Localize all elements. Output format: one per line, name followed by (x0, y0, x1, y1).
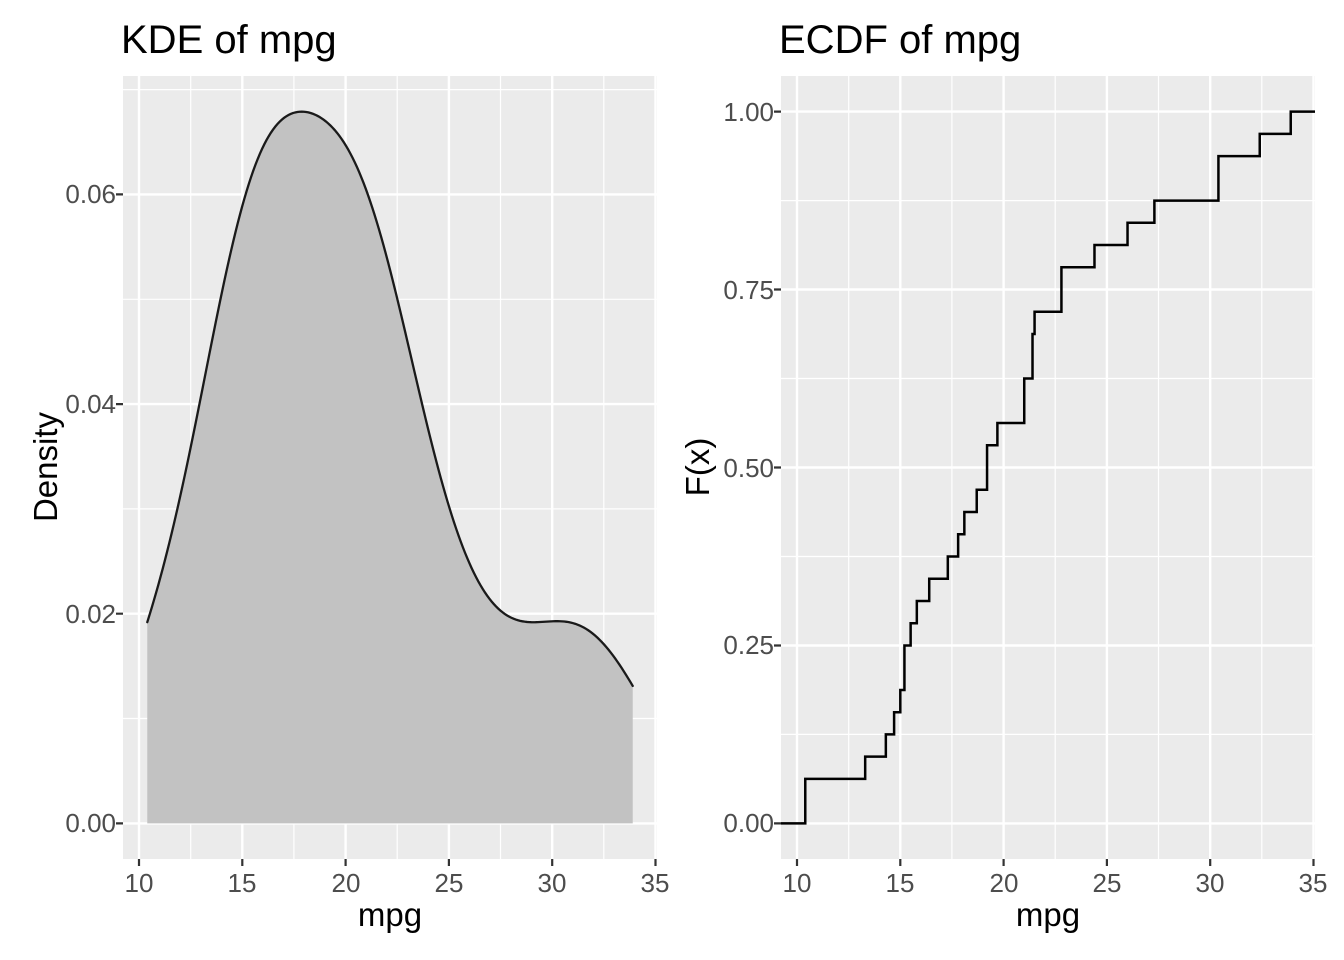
kde-y-tick-label: 0.04 (65, 389, 116, 419)
kde-axis-ticks (116, 193, 657, 866)
kde-y-tick-label: 0.02 (65, 599, 116, 629)
ecdf-x-tick-label: 25 (1092, 868, 1122, 898)
ecdf-y-tick-label: 0.00 (723, 808, 774, 838)
kde-x-tick-label: 35 (640, 868, 670, 898)
ecdf-axis-ticks (774, 110, 1315, 866)
ecdf-y-tick-label: 0.25 (723, 630, 774, 660)
kde-x-tick-label: 25 (434, 868, 464, 898)
ecdf-y-tick-label: 0.50 (723, 453, 774, 483)
ecdf-x-tick-label: 30 (1195, 868, 1225, 898)
ecdf-x-tick-label: 35 (1298, 868, 1328, 898)
kde-x-tick-label: 20 (331, 868, 361, 898)
ecdf-y-tick-label: 0.75 (723, 275, 774, 305)
ecdf-grid-major (781, 76, 1315, 859)
kde-xaxis-title: mpg (357, 896, 423, 933)
kde-area-fill (147, 111, 633, 824)
ecdf-step-line (781, 110, 1315, 825)
ecdf-plot-title: ECDF of mpg (779, 18, 1022, 62)
kde-panel (116, 76, 657, 866)
kde-y-tick-label: 0.06 (65, 179, 116, 209)
ecdf-x-tick-label: 10 (782, 868, 812, 898)
kde-x-tick-label: 10 (124, 868, 154, 898)
kde-plot-title: KDE of mpg (121, 18, 337, 62)
ecdf-y-tick-label: 1.00 (723, 97, 774, 127)
ecdf-xaxis-title: mpg (1015, 896, 1081, 933)
ecdf-panel (774, 76, 1315, 866)
kde-curve-line (146, 110, 634, 688)
kde-y-tick-label: 0.00 (65, 808, 116, 838)
kde-x-tick-label: 30 (537, 868, 567, 898)
ecdf-x-tick-label: 20 (989, 868, 1019, 898)
kde-x-tick-label: 15 (227, 868, 257, 898)
ecdf-x-tick-label: 15 (885, 868, 915, 898)
